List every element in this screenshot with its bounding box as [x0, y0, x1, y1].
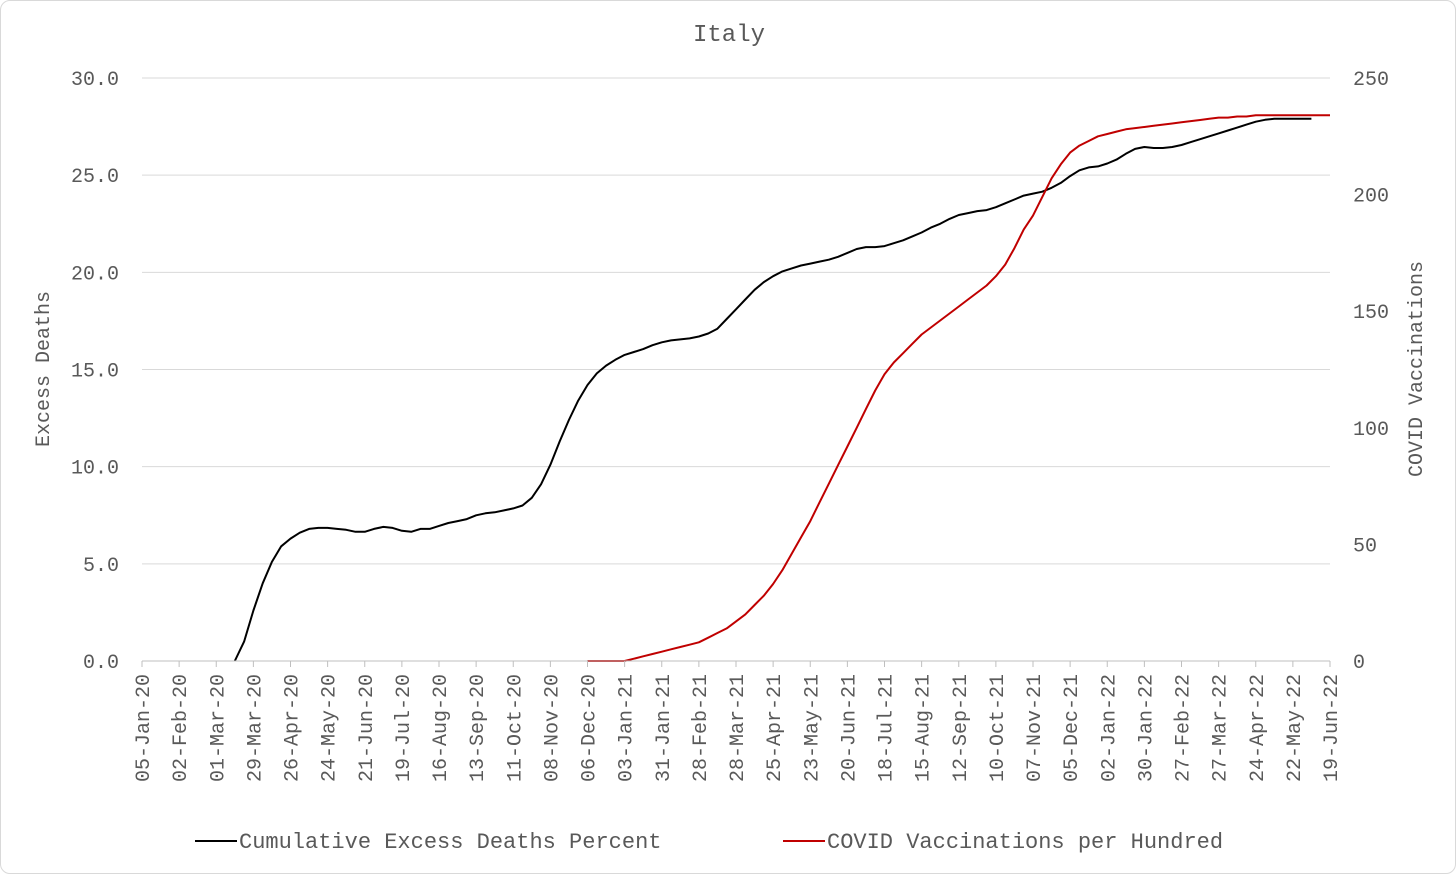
x-tick-label: 27-Mar-22 — [1210, 674, 1233, 782]
y2-tick-label: 50 — [1353, 535, 1377, 558]
x-tick-label: 08-Nov-20 — [541, 674, 564, 782]
legend-label-vaccinations: COVID Vaccinations per Hundred — [827, 830, 1223, 855]
x-tick-label: 24-Apr-22 — [1247, 674, 1270, 782]
y-tick-label: 20.0 — [71, 263, 119, 286]
x-tick-label: 27-Feb-22 — [1173, 674, 1196, 782]
y-axis-label: Excess Deaths — [33, 291, 56, 447]
x-tick-label: 07-Nov-21 — [1024, 674, 1047, 782]
x-tick-label: 24-May-20 — [319, 674, 342, 782]
chart-title: Italy — [693, 22, 765, 49]
legend: Cumulative Excess Deaths Percent COVID V… — [195, 830, 1223, 855]
x-tick-label: 02-Feb-20 — [170, 674, 193, 782]
y-tick-label: 10.0 — [71, 458, 119, 481]
x-tick-label: 03-Jan-21 — [616, 674, 639, 782]
x-tick-label: 01-Mar-20 — [207, 674, 230, 782]
x-tick-label: 15-Aug-21 — [913, 674, 936, 782]
x-tick-label: 10-Oct-21 — [987, 674, 1010, 782]
y2-tick-label: 150 — [1353, 302, 1389, 325]
x-tick-label: 06-Dec-20 — [579, 674, 602, 782]
x-tick-label: 30-Jan-22 — [1135, 674, 1158, 782]
x-tick-label: 19-Jul-20 — [393, 674, 416, 782]
y2-tick-label: 250 — [1353, 69, 1389, 92]
x-tick-label: 28-Feb-21 — [690, 674, 713, 782]
y-tick-label: 30.0 — [71, 69, 119, 92]
x-tick-label: 20-Jun-21 — [838, 674, 861, 782]
y-tick-label: 25.0 — [71, 166, 119, 189]
x-tick-label: 05-Jan-20 — [133, 674, 156, 782]
x-tick-label: 23-May-21 — [801, 674, 824, 782]
legend-label-excess-deaths: Cumulative Excess Deaths Percent — [239, 830, 661, 855]
x-tick-label: 22-May-22 — [1284, 674, 1307, 782]
y-tick-label: 15.0 — [71, 361, 119, 384]
y2-tick-label: 0 — [1353, 652, 1365, 675]
axes: 0.0 5.0 10.0 15.0 20.0 25.0 30.0 0 50 100 150 200 25… — [71, 69, 1389, 782]
y2-tick-label: 200 — [1353, 186, 1389, 209]
x-tick-label: 29-Mar-20 — [244, 674, 267, 782]
x-tick-label: 05-Dec-21 — [1061, 674, 1084, 782]
x-tick-label: 28-Mar-21 — [727, 674, 750, 782]
x-tick-label: 12-Sep-21 — [950, 674, 973, 782]
x-tick-label: 21-Jun-20 — [356, 674, 379, 782]
x-tick-label: 26-Apr-20 — [282, 674, 305, 782]
x-tick-label: 02-Jan-22 — [1098, 674, 1121, 782]
series-line-vaccinations — [587, 114, 1330, 662]
x-tick-label: 31-Jan-21 — [653, 674, 676, 782]
series-line-excess-deaths — [233, 117, 1312, 662]
y2-axis-label: COVID Vaccinations — [1406, 261, 1429, 477]
x-tick-label: 11-Oct-20 — [504, 674, 527, 782]
y-tick-label: 0.0 — [83, 652, 119, 675]
x-tick-label: 13-Sep-20 — [467, 674, 490, 782]
y-tick-label: 5.0 — [83, 555, 119, 578]
gridlines — [142, 77, 1330, 565]
x-tick-label: 25-Apr-21 — [764, 674, 787, 782]
x-tick-label: 19-Jun-22 — [1321, 674, 1344, 782]
x-tick-label: 16-Aug-20 — [430, 674, 453, 782]
x-tick-label: 18-Jul-21 — [876, 674, 899, 782]
series-layer — [233, 114, 1330, 662]
y2-tick-label: 100 — [1353, 419, 1389, 442]
